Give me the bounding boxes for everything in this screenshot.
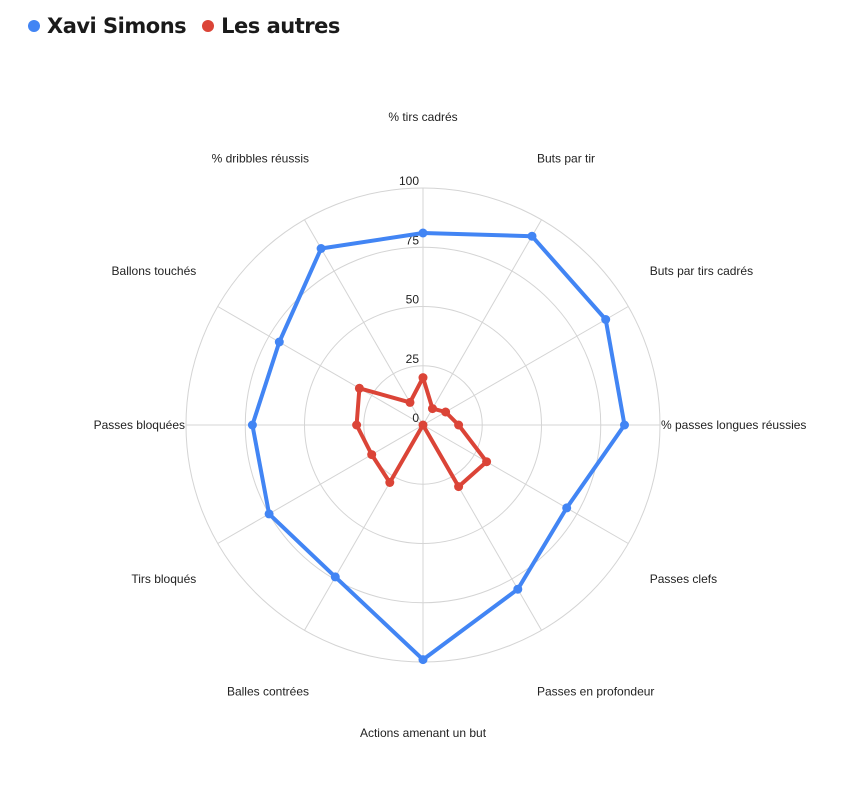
tick-label: 25 [406,352,420,366]
legend-item-series-2[interactable]: Les autres [202,14,340,38]
axis-label: % tirs cadrés [388,110,457,124]
data-point-series-1 [274,337,284,347]
axis-label: Tirs bloqués [131,572,196,586]
series-line-1 [250,231,627,662]
data-point-series-1 [330,572,340,582]
data-point-series-2 [418,373,428,383]
legend-label-series-2: Les autres [221,14,340,38]
chart-legend: Xavi Simons Les autres [28,12,356,40]
data-point-series-2 [405,397,415,407]
data-point-series-1 [601,315,611,324]
grid-spoke [422,306,629,426]
axis-label: Passes en profondeur [537,685,654,699]
legend-marker-series-1 [28,20,40,32]
data-point-series-2 [454,420,464,430]
data-point-series-1 [620,420,629,430]
series-line-2 [354,375,489,489]
data-point-series-1 [527,231,537,241]
grid-spoke [422,424,629,544]
grid-spoke [304,219,424,426]
data-point-series-1 [316,244,326,253]
tick-label: 50 [406,293,420,307]
axis-label: % passes longues réussies [661,418,806,432]
legend-label-series-1: Xavi Simons [47,14,187,38]
data-point-series-1 [513,584,523,594]
axis-label: Ballons touchés [112,264,197,278]
axis-label: Passes clefs [650,572,717,586]
data-point-series-2 [482,457,492,467]
data-point-series-2 [441,407,451,417]
tick-label: 0 [412,411,419,425]
legend-marker-series-2 [202,20,215,32]
data-point-series-2 [354,383,364,393]
data-point-series-2 [428,404,437,414]
axis-label: % dribbles réussis [212,151,309,165]
axis-label: Buts par tirs cadrés [650,264,753,278]
data-point-series-1 [418,228,428,238]
axis-label: Balles contrées [227,685,309,699]
data-point-series-2 [385,478,395,487]
axis-label: Passes bloquées [94,418,185,432]
data-point-series-2 [418,420,428,430]
data-point-series-2 [454,482,464,492]
data-point-series-1 [418,655,428,665]
axis-label: Actions amenant un but [360,726,487,740]
tick-label: 100 [399,174,419,188]
data-point-series-1 [562,503,572,513]
legend-item-series-1[interactable]: Xavi Simons [28,14,187,38]
data-point-series-1 [247,420,257,430]
axis-label: Buts par tir [537,151,595,165]
data-point-series-2 [367,450,377,460]
data-point-series-2 [352,420,362,430]
grid-spoke [217,424,424,544]
grid-spoke [217,306,424,426]
data-point-series-1 [264,509,274,519]
grid-spoke [422,219,542,426]
